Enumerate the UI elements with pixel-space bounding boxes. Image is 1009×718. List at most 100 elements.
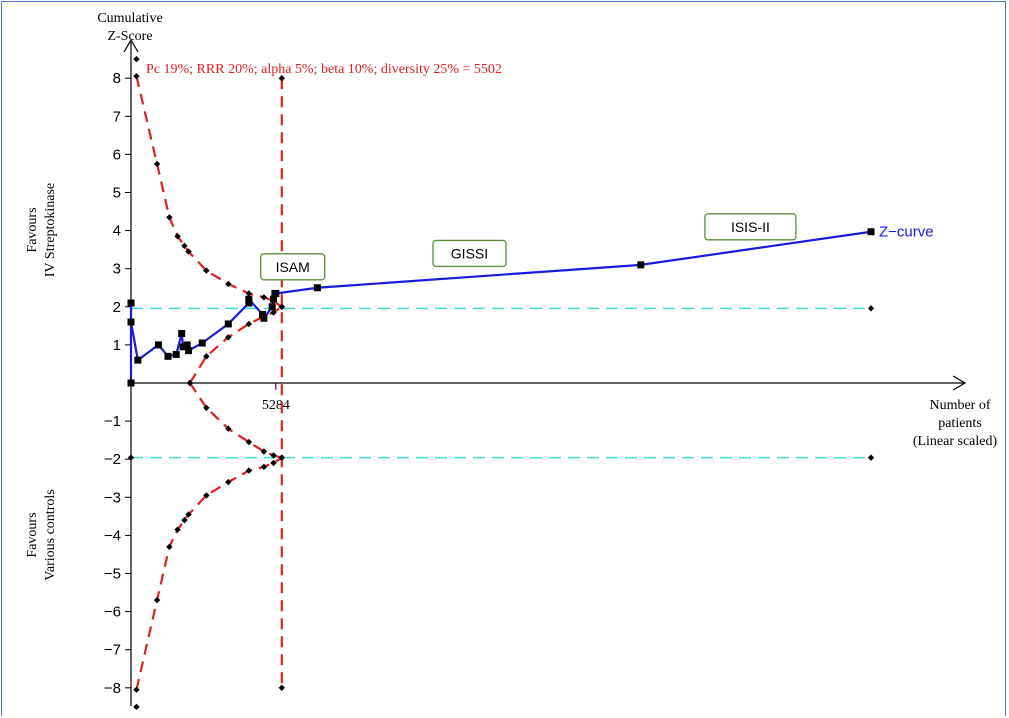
- boundary-point: [133, 703, 140, 711]
- z-curve-point: [313, 284, 321, 292]
- y-axis-arrow: [123, 38, 139, 53]
- boundary-point: [185, 511, 192, 518]
- boundary-curve: [135, 76, 283, 308]
- boundary-point: [203, 492, 210, 499]
- trial-annotation-box: [260, 253, 326, 281]
- y-tick-label: −6: [104, 604, 121, 621]
- boundary-point: [133, 55, 140, 63]
- boundary-point: [867, 454, 875, 461]
- boundary-curve: [135, 456, 283, 690]
- y-axis-title-line2: Z-Score: [107, 29, 152, 44]
- boundary-point: [270, 452, 277, 459]
- z-curve-point: [178, 329, 186, 337]
- favours-top-line1: Favours: [25, 207, 40, 252]
- boundary-point: [225, 425, 232, 432]
- z-curve-point: [245, 295, 253, 303]
- trial-annotation-label: ISIS-II: [731, 219, 770, 235]
- z-curve-point: [260, 314, 268, 322]
- y-tick-label: 5: [113, 185, 121, 202]
- boundary-point: [245, 290, 253, 297]
- boundary-point: [260, 463, 268, 471]
- z-curve-point: [172, 350, 180, 358]
- z-curve-point: [127, 318, 135, 326]
- z-curve-point: [272, 289, 280, 297]
- z-curve-point: [270, 295, 278, 303]
- boundary-point: [260, 448, 268, 455]
- trial-annotation-label: GISSI: [451, 245, 488, 261]
- y-tick-label: −8: [104, 680, 121, 697]
- y-tick-label: 8: [113, 70, 121, 87]
- y-tick-label: 3: [113, 261, 121, 278]
- z-curve-point: [245, 299, 253, 307]
- z-curve-point: [127, 379, 135, 387]
- trial-annotation: ISIS-II: [704, 213, 797, 241]
- y-tick-label: −3: [104, 489, 121, 506]
- boundary-point: [245, 438, 253, 446]
- boundary-point: [127, 454, 135, 461]
- boundary-series: [186, 379, 285, 461]
- y-tick-label: −5: [104, 566, 121, 583]
- boundary-point: [133, 686, 140, 693]
- z-curve-point: [154, 341, 162, 349]
- boundary-point: [270, 459, 277, 467]
- boundary-point: [225, 334, 232, 341]
- trial-annotation: ISAM: [260, 253, 326, 281]
- boundary-point: [278, 684, 285, 691]
- favours-bottom-label: Favours Various controls: [25, 489, 58, 580]
- trial-annotation-box: [704, 213, 797, 241]
- x-axis-title-line1: Number of: [929, 398, 990, 413]
- y-tick-label: −2: [104, 451, 121, 468]
- boundary-point: [186, 379, 194, 387]
- favours-top-label: Favours IV Streptokinase: [25, 183, 58, 277]
- boundary-point: [181, 516, 188, 524]
- z-curve-point: [183, 341, 191, 349]
- z-curve-label: Z−curve: [879, 224, 934, 241]
- z-curve-point: [198, 339, 206, 347]
- trial-annotation: GISSI: [432, 239, 507, 268]
- boundary-point: [133, 73, 140, 80]
- x-tick-label-5284: 5284: [262, 398, 290, 413]
- z-curve-point: [259, 310, 267, 318]
- y-tick-label: 4: [113, 223, 121, 240]
- boundary-series: [133, 454, 285, 693]
- y-tick-label: −7: [104, 642, 121, 659]
- boundary-point: [174, 526, 181, 533]
- z-curve-point: [185, 347, 193, 355]
- x-axis-title-line3: (Linear scaled): [913, 434, 998, 449]
- boundary-point: [260, 294, 268, 301]
- y-tick-label: 7: [113, 108, 121, 125]
- y-tick-label: −1: [104, 413, 121, 430]
- boundary-point: [278, 303, 285, 310]
- boundary-point: [166, 214, 173, 221]
- boundary-point: [174, 233, 181, 240]
- z-curve-point: [637, 261, 645, 269]
- extra-markers: [127, 55, 875, 711]
- favours-bottom-line2: Various controls: [43, 489, 58, 580]
- boundary-point: [867, 305, 875, 312]
- boundary-point: [270, 309, 277, 316]
- z-curve-series: [127, 228, 875, 387]
- boundary-point: [225, 478, 232, 486]
- conventional-boundaries: [131, 307, 871, 459]
- boundary-point: [278, 454, 285, 461]
- y-tick-label: −4: [104, 527, 121, 544]
- x-axis-arrow: [952, 375, 967, 391]
- y-tick-label: 6: [113, 146, 121, 163]
- boundary-point: [185, 248, 192, 255]
- boundary-point: [153, 596, 161, 604]
- boundary-curve: [189, 382, 283, 459]
- series-layer: [127, 55, 875, 711]
- z-curve-point: [867, 228, 875, 236]
- x-axis-title-line2: patients: [938, 416, 982, 431]
- z-curve-point: [224, 320, 232, 328]
- z-curve-point: [179, 343, 187, 351]
- favours-top-line2: IV Streptokinase: [43, 183, 58, 277]
- y-tick-label: 1: [113, 337, 121, 354]
- boundary-point: [278, 75, 285, 82]
- boundary-point: [153, 160, 161, 168]
- boundary-point: [203, 353, 210, 360]
- boundary-point: [245, 320, 253, 328]
- y-axis-title-line1: Cumulative: [97, 11, 162, 26]
